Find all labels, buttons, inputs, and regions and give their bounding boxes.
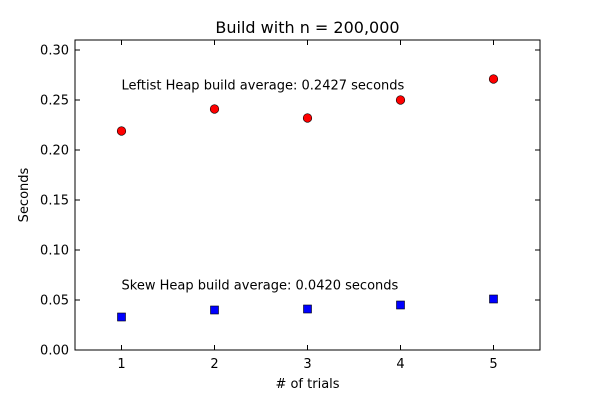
x-axis-label: # of trials — [275, 377, 339, 392]
data-point-circle — [302, 113, 313, 123]
annotation-text: Skew Heap build average: 0.0420 seconds — [122, 278, 399, 293]
y-tick-label: 0.00 — [40, 344, 69, 359]
data-point-circle — [488, 74, 499, 84]
data-marks — [116, 74, 499, 322]
x-tick-label: 1 — [117, 357, 125, 372]
annotation-text: Leftist Heap build average: 0.2427 secon… — [122, 78, 405, 93]
y-tick-label: 0.25 — [40, 94, 69, 109]
y-axis-label: Seconds — [17, 167, 32, 222]
y-tick-label: 0.10 — [40, 244, 69, 259]
annotations: Leftist Heap build average: 0.2427 secon… — [122, 78, 405, 293]
x-tick-label: 2 — [210, 357, 218, 372]
y-tick-label: 0.15 — [40, 194, 69, 209]
series-1-points — [117, 294, 498, 322]
y-tick-label: 0.20 — [40, 144, 69, 159]
x-tick-label: 5 — [489, 357, 497, 372]
data-point-square — [396, 300, 405, 310]
y-tick-label: 0.05 — [40, 294, 69, 309]
data-point-circle — [395, 95, 406, 105]
data-point-square — [489, 294, 498, 304]
data-point-square — [117, 312, 126, 322]
chart-title: Build with n = 200,000 — [215, 18, 399, 37]
axis-ticks: 1 2 3 4 5 0.00 0.05 0.10 0.15 0.20 0.25 0.30 — [40, 40, 540, 372]
data-point-circle — [116, 126, 127, 136]
series-0-points — [116, 74, 499, 136]
y-tick-label: 0.30 — [40, 44, 69, 59]
data-point-square — [303, 304, 312, 314]
data-point-square — [210, 305, 219, 315]
x-tick-label: 4 — [396, 357, 404, 372]
data-point-circle — [209, 104, 220, 114]
x-tick-label: 3 — [303, 357, 311, 372]
plot-frame — [74, 39, 541, 351]
